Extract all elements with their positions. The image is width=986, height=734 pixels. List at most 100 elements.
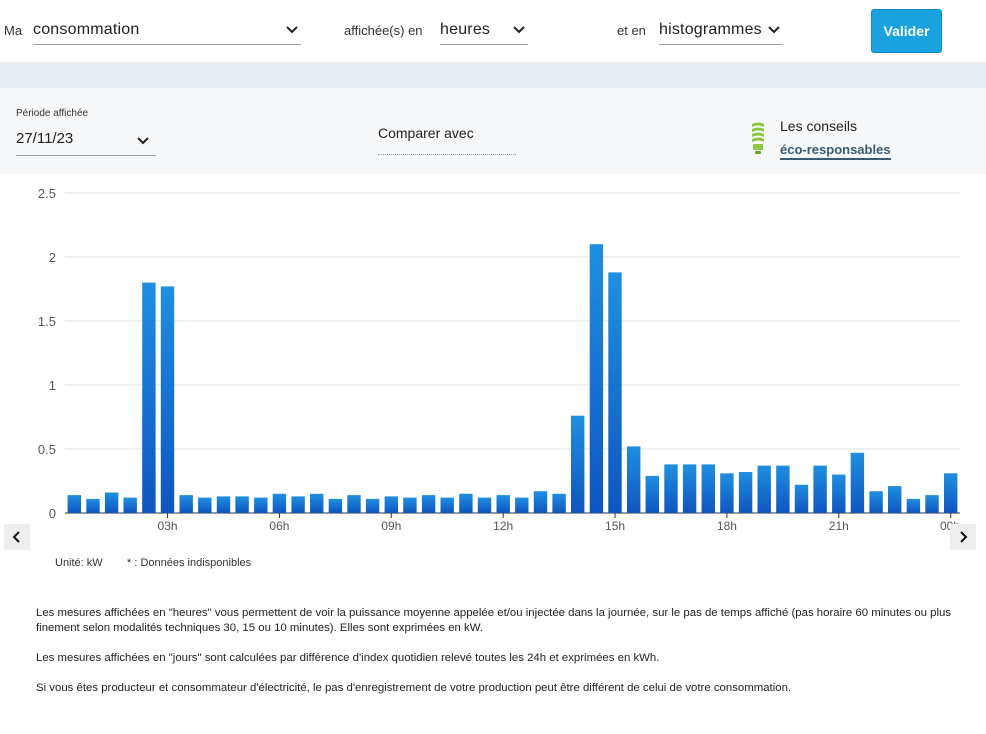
lightbulb-icon (752, 122, 764, 154)
x-tick-label: 09h (381, 519, 401, 533)
bar[interactable] (235, 496, 249, 513)
type-prefix-label: et en (617, 23, 646, 38)
bar[interactable] (720, 473, 734, 513)
bar[interactable] (738, 472, 753, 513)
y-tick-label: 1.5 (38, 314, 56, 329)
period-label: Période affichée (16, 108, 89, 119)
unit-legend: Unité: kW (55, 557, 103, 569)
bar[interactable] (757, 465, 771, 513)
x-tick-label: 21h (829, 519, 849, 533)
period-select[interactable]: 27/11/23 (16, 124, 156, 156)
unit-select[interactable]: heures (440, 15, 528, 45)
separator-strip (0, 62, 986, 88)
bar[interactable] (850, 452, 865, 513)
x-tick-label: 03h (158, 519, 178, 533)
period-panel: Période affichée 27/11/23 Comparer avec … (0, 88, 986, 174)
chevron-down-icon (513, 26, 525, 34)
bar[interactable] (813, 465, 827, 513)
bar[interactable] (888, 486, 902, 513)
bar[interactable] (664, 464, 678, 513)
bar[interactable] (869, 491, 883, 513)
bar[interactable] (701, 464, 715, 513)
info-paragraph: Les mesures affichées en "heures" vous p… (36, 607, 952, 634)
bar[interactable] (794, 484, 809, 513)
period-select-value: 27/11/23 (16, 130, 74, 147)
previous-period-button[interactable] (4, 524, 30, 550)
bar[interactable] (403, 497, 417, 513)
bar[interactable] (571, 415, 585, 513)
bar[interactable] (645, 475, 659, 513)
measure-prefix-label: Ma (4, 23, 23, 38)
bar[interactable] (776, 465, 790, 513)
bar[interactable] (496, 495, 510, 513)
bar[interactable] (682, 464, 697, 513)
chevron-down-icon (286, 26, 298, 34)
y-tick-label: 1 (49, 378, 56, 393)
bar[interactable] (179, 495, 193, 513)
bar[interactable] (104, 492, 119, 514)
next-period-button[interactable] (950, 524, 976, 550)
bar[interactable] (608, 272, 622, 513)
compare-with-field[interactable]: Comparer avec (378, 125, 474, 141)
bar[interactable] (627, 446, 641, 513)
eco-tips-link[interactable]: éco-responsables (780, 142, 891, 160)
bar[interactable] (459, 493, 473, 513)
unit-prefix-label: affichée(s) en (344, 23, 423, 38)
bar[interactable] (291, 496, 305, 513)
bar[interactable] (216, 496, 231, 513)
bar[interactable] (310, 493, 324, 513)
bar[interactable] (515, 497, 529, 513)
bar[interactable] (254, 497, 268, 513)
valider-button[interactable]: Valider (871, 9, 942, 53)
measure-select[interactable]: consommation (33, 15, 301, 45)
selector-bar: Ma consommation affichée(s) en heures et… (0, 0, 986, 62)
y-tick-label: 2.5 (38, 186, 56, 201)
chart-grid (65, 192, 960, 514)
info-paragraph: Les mesures affichées en "jours" sont ca… (36, 652, 660, 664)
bar[interactable] (477, 497, 492, 513)
bar[interactable] (365, 498, 380, 513)
chevron-right-icon (960, 531, 968, 543)
chevron-left-icon (12, 531, 20, 543)
bar[interactable] (589, 244, 604, 513)
bar-series (67, 244, 958, 514)
bar[interactable] (67, 495, 81, 513)
bar[interactable] (328, 498, 343, 513)
bar[interactable] (347, 495, 361, 513)
x-tick-label: 06h (269, 519, 289, 533)
bar[interactable] (160, 286, 175, 513)
info-paragraph: Si vous êtes producteur et consommateur … (36, 682, 792, 694)
chevron-down-icon (768, 26, 780, 34)
bar[interactable] (925, 495, 939, 513)
consumption-bar-chart: 00.511.522.5 03h06h09h12h15h18h21h00h (38, 186, 960, 533)
bar[interactable] (832, 474, 846, 513)
bar[interactable] (142, 282, 156, 513)
bar[interactable] (272, 493, 287, 513)
bar[interactable] (198, 497, 212, 513)
bar[interactable] (552, 493, 566, 513)
unit-select-value: heures (440, 20, 491, 38)
bar[interactable] (906, 498, 921, 513)
y-tick-label: 2 (49, 250, 56, 265)
x-axis: 03h06h09h12h15h18h21h00h (158, 513, 960, 533)
bar[interactable] (440, 497, 454, 513)
x-tick-label: 12h (493, 519, 513, 533)
measure-select-value: consommation (33, 20, 140, 38)
compare-underline (378, 154, 516, 155)
display-type-select[interactable]: histogrammes (659, 15, 783, 45)
chevron-down-icon (137, 137, 149, 145)
bar[interactable] (123, 497, 137, 513)
x-tick-label: 18h (717, 519, 737, 533)
y-axis: 0 0.5 1 1.5 2 2.5 (38, 186, 56, 521)
bar[interactable] (421, 495, 436, 513)
bar[interactable] (944, 473, 958, 513)
bar[interactable] (86, 498, 100, 513)
display-type-select-value: histogrammes (659, 20, 762, 38)
x-tick-label: 15h (605, 519, 625, 533)
bar[interactable] (384, 496, 398, 513)
y-tick-label: 0 (49, 506, 56, 521)
unavailable-legend: * : Données indisponibles (127, 557, 252, 569)
y-tick-label: 0.5 (38, 442, 56, 457)
tips-title: Les conseils (780, 118, 858, 134)
bar[interactable] (533, 491, 548, 513)
